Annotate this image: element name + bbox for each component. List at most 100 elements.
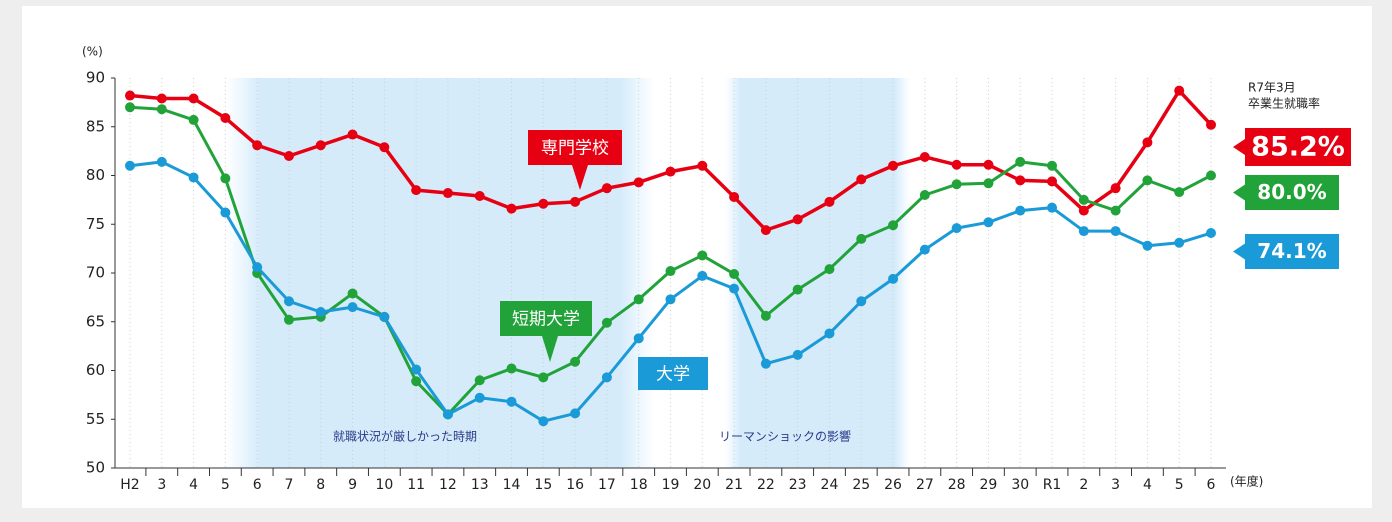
point (888, 273, 899, 284)
point (919, 151, 930, 162)
point (951, 179, 962, 190)
point (1142, 175, 1153, 186)
point (474, 392, 485, 403)
point (983, 159, 994, 170)
y-label: (%) (82, 45, 103, 59)
point (824, 328, 835, 339)
x-tick-label: 9 (348, 477, 357, 493)
y-tick-label: 55 (86, 410, 105, 428)
x-tick-label: 2 (1079, 477, 1088, 493)
point (729, 283, 740, 294)
point (538, 198, 549, 209)
point (1015, 156, 1026, 167)
point (697, 270, 708, 281)
point (697, 160, 708, 171)
point (824, 264, 835, 275)
label-pointer (1233, 184, 1245, 201)
point (983, 178, 994, 189)
x-tick-label: 21 (725, 477, 743, 493)
point (570, 356, 581, 367)
point (1047, 176, 1058, 187)
x-tick-label: R1 (1043, 477, 1062, 493)
point (347, 302, 358, 313)
point (792, 284, 803, 295)
point (665, 294, 676, 305)
x-tick-label: 5 (1175, 477, 1184, 493)
point (1142, 137, 1153, 148)
point (919, 244, 930, 255)
point (506, 396, 517, 407)
x-tick-label: 13 (471, 477, 489, 493)
point (1047, 202, 1058, 213)
point (283, 296, 294, 307)
point (665, 166, 676, 177)
value-label-box (1245, 175, 1339, 210)
x-tick-label: 29 (980, 477, 998, 493)
point (506, 203, 517, 214)
point (188, 172, 199, 183)
x-tick-label: 6 (1207, 477, 1216, 493)
x-tick-label: 22 (757, 477, 775, 493)
legend-box (528, 130, 622, 165)
x-tick-label: 24 (821, 477, 839, 493)
point (601, 183, 612, 194)
point (570, 196, 581, 207)
point (1142, 240, 1153, 251)
legend-box (638, 357, 708, 390)
point (220, 112, 231, 123)
x-tick-label: 5 (221, 477, 230, 493)
point (1110, 205, 1121, 216)
point (888, 160, 899, 171)
point (125, 90, 135, 101)
x-tick-label: 8 (316, 477, 325, 493)
point (633, 294, 644, 305)
value-label-box (1245, 234, 1339, 269)
x-tick-label: 18 (630, 477, 648, 493)
point (729, 268, 740, 279)
x-tick-label: 4 (1143, 477, 1152, 493)
annotation: 就職状況が厳しかった時期 (333, 429, 477, 444)
x-tick-label: 3 (157, 477, 166, 493)
y-tick-label: 90 (86, 69, 105, 87)
point (188, 93, 199, 104)
y-tick-label: 65 (86, 312, 105, 330)
point (125, 160, 135, 171)
x-tick-label: 30 (1011, 477, 1029, 493)
point (156, 93, 167, 104)
point (601, 317, 612, 328)
x-tick-label: 10 (375, 477, 393, 493)
point (1078, 205, 1089, 216)
value-label: 80.0% (1257, 180, 1326, 204)
point (474, 190, 485, 201)
legend-label: 大学 (656, 365, 690, 385)
point (888, 220, 899, 231)
point (220, 207, 231, 218)
point (729, 191, 740, 202)
point (156, 104, 167, 115)
y-tick-label: 50 (86, 459, 105, 477)
x-tick-label: 7 (285, 477, 294, 493)
point (411, 364, 422, 375)
point (633, 333, 644, 344)
point (665, 266, 676, 277)
x-tick-label: 11 (407, 477, 425, 493)
point (1174, 85, 1185, 96)
point (125, 102, 135, 113)
x-tick-label: 25 (852, 477, 870, 493)
point (220, 173, 231, 184)
point (824, 196, 835, 207)
point (760, 358, 771, 369)
point (1015, 175, 1026, 186)
y-tick-label: 85 (86, 117, 105, 135)
legend-box (500, 301, 592, 336)
point (1047, 160, 1058, 171)
caption: R7年3月 (1248, 81, 1296, 95)
x-tick-label: 15 (534, 477, 552, 493)
point (1206, 228, 1216, 239)
point (1078, 226, 1089, 237)
y-tick-label: 80 (86, 166, 105, 184)
point (442, 188, 453, 199)
point (538, 416, 549, 427)
point (1015, 205, 1026, 216)
